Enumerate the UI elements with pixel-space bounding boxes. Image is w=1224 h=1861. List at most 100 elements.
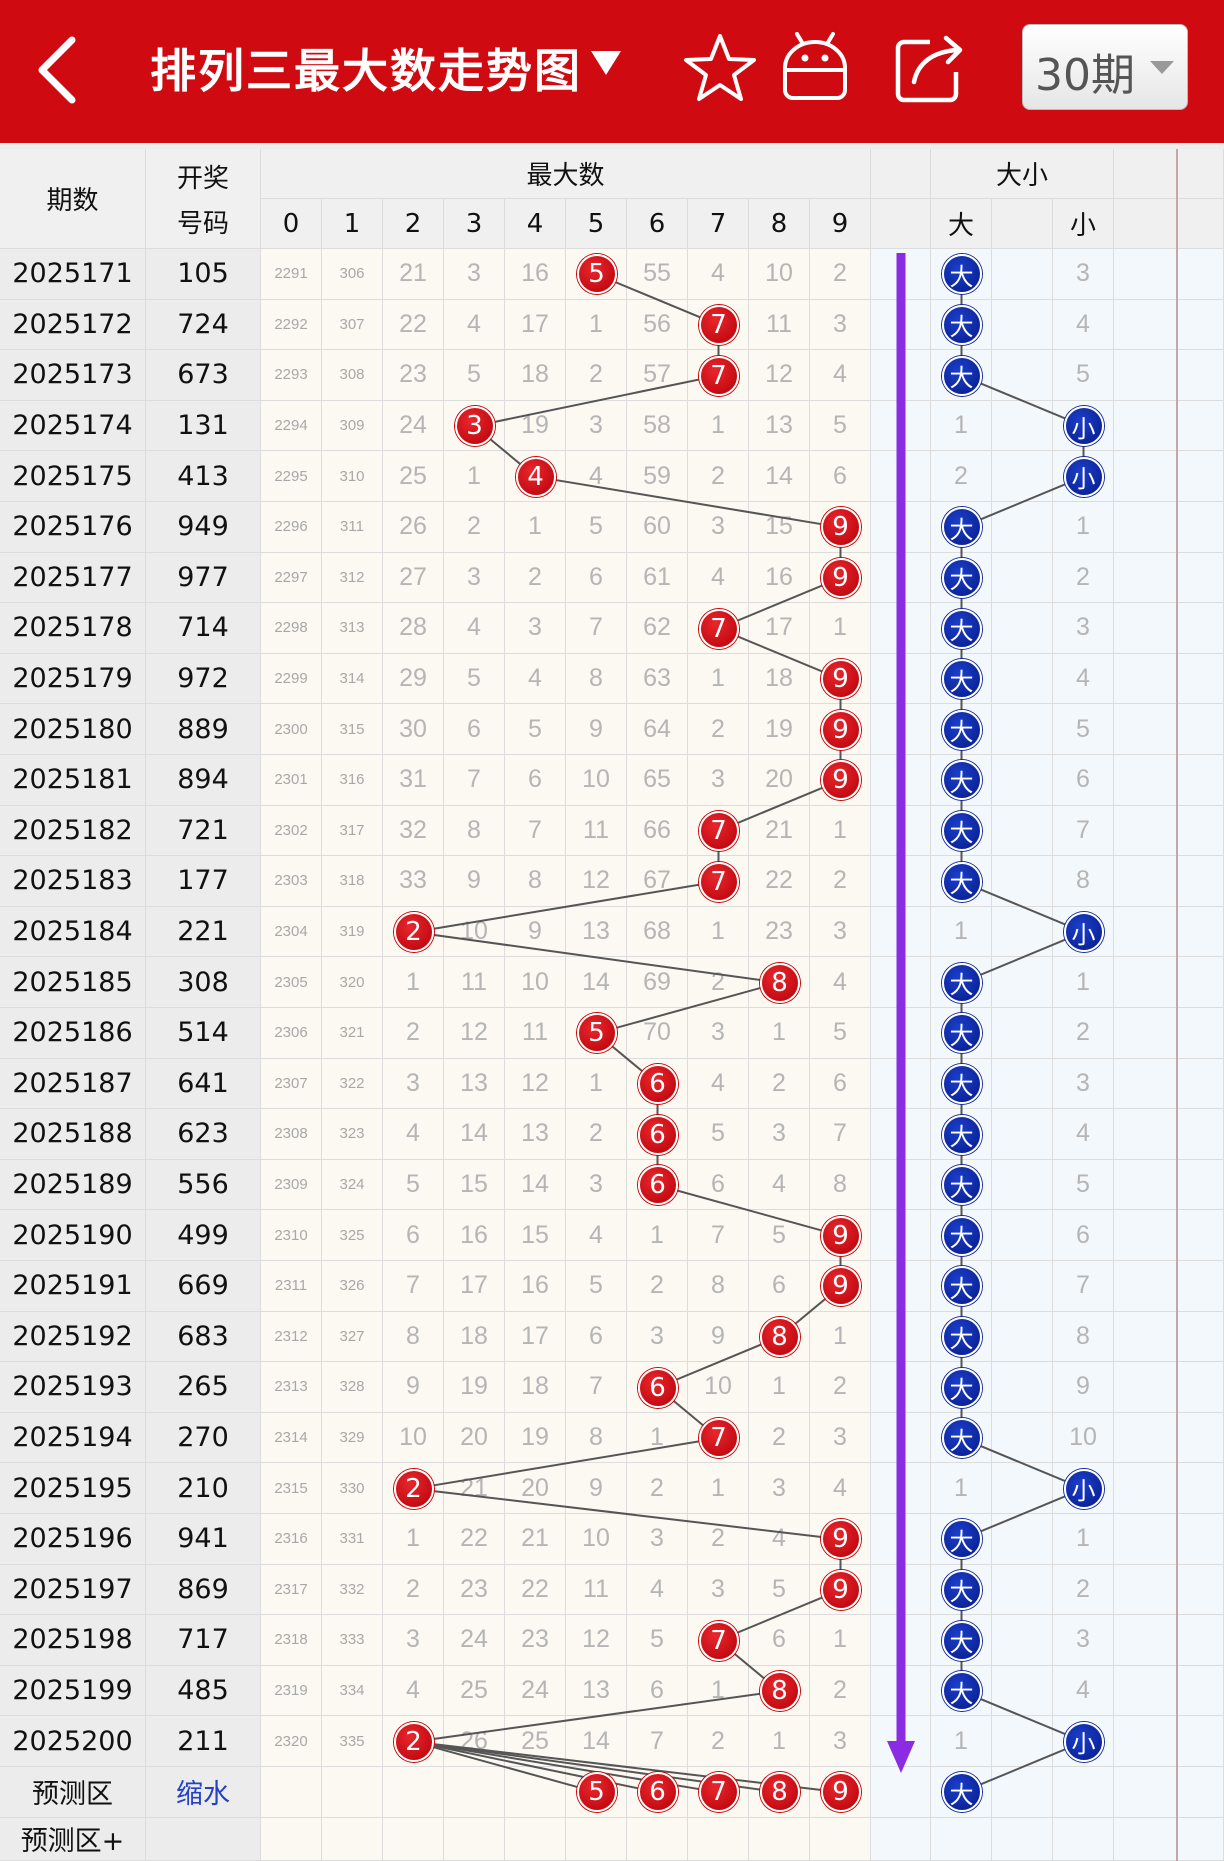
miss-cell: 6 — [810, 1058, 871, 1110]
prediction-digit-cell[interactable] — [505, 1767, 566, 1818]
mid-cell — [992, 299, 1053, 351]
shrink-link[interactable]: 缩水 — [146, 1767, 261, 1818]
miss-cell: 5 — [444, 350, 505, 401]
miss-cell: 1 — [688, 653, 749, 705]
miss-cell: 327 — [322, 1311, 383, 1363]
gap-cell — [871, 755, 931, 806]
big-ball: 大 — [941, 254, 982, 295]
prediction-plus-digit-cell[interactable] — [566, 1817, 627, 1861]
small-ball: 小 — [1063, 406, 1104, 447]
draw-cell: 673 — [146, 350, 261, 401]
prediction-plus-digit-cell[interactable] — [749, 1817, 810, 1861]
period-cell: 2025188 — [0, 1109, 146, 1160]
miss-cell: 11 — [566, 1564, 627, 1616]
share-button[interactable] — [890, 28, 970, 108]
miss-cell: 312 — [322, 552, 383, 604]
draw-cell: 894 — [146, 755, 261, 806]
mid-cell — [992, 1210, 1053, 1261]
prediction-small-cell[interactable] — [1053, 1767, 1114, 1818]
miss-cell: 16 — [749, 552, 810, 604]
small-cell: 4 — [1053, 1665, 1114, 1717]
max-number-ball: 9 — [820, 1569, 861, 1610]
miss-cell: 3 — [383, 1615, 444, 1666]
tail-cell — [1114, 1058, 1224, 1110]
gap-cell — [871, 1058, 931, 1110]
small-cell: 5 — [1053, 704, 1114, 755]
prediction-digit-cell[interactable] — [261, 1767, 322, 1818]
prediction-digit-cell[interactable] — [322, 1767, 383, 1818]
title-dropdown-button[interactable] — [588, 45, 624, 86]
miss-cell: 2 — [688, 704, 749, 755]
prediction-plus-digit-cell[interactable] — [261, 1817, 322, 1861]
big-ball: 大 — [941, 962, 982, 1003]
miss-cell: 13 — [566, 1665, 627, 1717]
miss-cell: 325 — [322, 1210, 383, 1261]
period-cell: 2025183 — [0, 856, 146, 907]
miss-cell: 63 — [627, 653, 688, 705]
tail-cell — [1114, 552, 1224, 604]
gap-cell — [871, 653, 931, 705]
page-title[interactable]: 排列三最大数走势图 — [150, 44, 582, 98]
draw-cell: 724 — [146, 299, 261, 351]
miss-cell: 6 — [627, 1665, 688, 1717]
miss-cell: 2 — [688, 451, 749, 502]
miss-cell: 335 — [322, 1716, 383, 1767]
big-cell: 1 — [931, 906, 992, 958]
tail-cell — [1114, 755, 1224, 806]
miss-cell: 14 — [566, 957, 627, 1008]
miss-cell: 2306 — [261, 1008, 322, 1059]
miss-cell: 8 — [383, 1311, 444, 1363]
miss-cell: 2 — [566, 350, 627, 401]
prediction-plus-digit-cell[interactable] — [322, 1817, 383, 1861]
prediction-plus-digit-cell[interactable] — [688, 1817, 749, 1861]
tail-cell — [1114, 603, 1224, 654]
prediction-plus-big-cell[interactable] — [931, 1817, 992, 1861]
miss-cell: 22 — [444, 1514, 505, 1565]
miss-cell: 2311 — [261, 1261, 322, 1312]
max-number-ball: 8 — [759, 962, 800, 1003]
draw-cell: 869 — [146, 1564, 261, 1616]
miss-cell: 4 — [566, 1210, 627, 1261]
miss-cell: 2 — [688, 957, 749, 1008]
robot-button[interactable] — [775, 28, 855, 108]
mid-cell — [992, 502, 1053, 553]
miss-cell: 1 — [627, 1210, 688, 1261]
tail-cell — [1114, 653, 1224, 705]
miss-cell: 5 — [566, 502, 627, 553]
prediction-plus-digit-cell[interactable] — [444, 1817, 505, 1861]
favorite-button[interactable] — [680, 28, 760, 108]
header-digit-0: 0 — [261, 199, 322, 249]
tail-cell — [1114, 1008, 1224, 1059]
draw-cell: 270 — [146, 1412, 261, 1464]
prediction-plus-digit-cell[interactable] — [627, 1817, 688, 1861]
miss-cell: 2314 — [261, 1412, 322, 1464]
prediction-plus-small-cell[interactable] — [1053, 1817, 1114, 1861]
tail-cell — [1114, 400, 1224, 452]
miss-cell: 67 — [627, 856, 688, 907]
miss-cell: 9 — [505, 906, 566, 958]
miss-cell: 66 — [627, 805, 688, 857]
period-select[interactable]: 30期 — [1022, 24, 1188, 110]
miss-cell: 21 — [444, 1463, 505, 1514]
prediction-digit-cell[interactable] — [383, 1767, 444, 1818]
prediction-plus-digit-cell[interactable] — [810, 1817, 871, 1861]
prediction-digit-cell[interactable] — [444, 1767, 505, 1818]
draw-cell: 211 — [146, 1716, 261, 1767]
miss-cell: 2 — [505, 552, 566, 604]
miss-cell: 5 — [749, 1564, 810, 1616]
draw-cell: 556 — [146, 1159, 261, 1211]
small-cell: 4 — [1053, 299, 1114, 351]
max-number-ball: 3 — [454, 406, 495, 447]
prediction-plus-digit-cell[interactable] — [505, 1817, 566, 1861]
miss-cell: 310 — [322, 451, 383, 502]
miss-cell: 2319 — [261, 1665, 322, 1717]
back-button[interactable] — [30, 30, 90, 110]
miss-cell: 2309 — [261, 1159, 322, 1211]
tail-cell — [1114, 502, 1224, 553]
miss-cell: 68 — [627, 906, 688, 958]
prediction-plus-digit-cell[interactable] — [383, 1817, 444, 1861]
miss-cell: 2320 — [261, 1716, 322, 1767]
big-ball: 大 — [941, 608, 982, 649]
miss-cell: 1 — [810, 805, 871, 857]
miss-cell: 1 — [688, 906, 749, 958]
